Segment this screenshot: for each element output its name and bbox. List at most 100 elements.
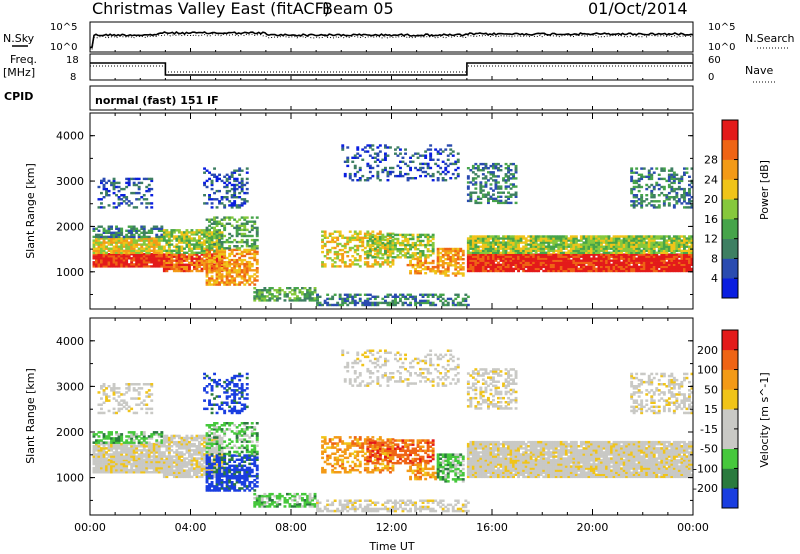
velocity-cell bbox=[145, 464, 149, 468]
power-cell bbox=[647, 241, 651, 244]
power-cell bbox=[147, 249, 151, 252]
power-cell bbox=[358, 244, 362, 248]
power-cell bbox=[667, 267, 671, 271]
velocity-cell bbox=[142, 458, 146, 462]
power-cell bbox=[690, 185, 693, 189]
power-cell bbox=[203, 241, 206, 244]
power-cell bbox=[617, 269, 621, 273]
power-cell bbox=[431, 241, 435, 245]
power-cell bbox=[333, 253, 337, 256]
power-cell bbox=[662, 253, 666, 256]
power-cell bbox=[630, 251, 634, 254]
power-cell bbox=[198, 261, 201, 264]
power-cell bbox=[688, 237, 691, 240]
power-cell bbox=[564, 237, 568, 240]
power-cell bbox=[431, 261, 435, 265]
power-cell bbox=[125, 265, 129, 268]
power-cell bbox=[162, 255, 166, 258]
power-cell bbox=[567, 261, 571, 264]
power-cell bbox=[203, 181, 206, 185]
power-cell bbox=[542, 245, 546, 248]
power-cell bbox=[298, 299, 302, 302]
power-cell bbox=[203, 202, 206, 205]
power-cell bbox=[414, 270, 417, 273]
power-cell bbox=[195, 241, 199, 244]
power-cell bbox=[519, 265, 523, 269]
power-cell bbox=[574, 259, 578, 262]
power-cell bbox=[336, 236, 340, 239]
power-cell bbox=[431, 172, 435, 176]
power-cell bbox=[466, 249, 470, 252]
power-cell bbox=[416, 263, 420, 267]
power-cell bbox=[620, 255, 623, 258]
power-cell bbox=[499, 269, 503, 273]
power-cell bbox=[660, 257, 664, 260]
power-cell bbox=[670, 255, 674, 258]
power-cell bbox=[343, 293, 347, 296]
velocity-cell bbox=[115, 466, 118, 470]
power-cell bbox=[356, 156, 360, 159]
power-cell bbox=[321, 238, 324, 242]
power-cell bbox=[426, 164, 430, 168]
power-cell bbox=[592, 241, 596, 244]
power-cell bbox=[424, 261, 428, 265]
velocity-cell bbox=[97, 460, 101, 464]
power-cell bbox=[650, 239, 654, 242]
velocity-cell bbox=[92, 451, 96, 454]
power-cell bbox=[253, 254, 257, 258]
power-cell bbox=[122, 259, 126, 262]
power-cell bbox=[193, 231, 196, 234]
power-cell bbox=[677, 187, 681, 191]
power-cell bbox=[135, 243, 139, 246]
power-cell bbox=[336, 244, 340, 248]
power-cell bbox=[404, 297, 407, 301]
power-cell bbox=[662, 255, 666, 258]
power-cell bbox=[363, 234, 367, 237]
power-cell bbox=[652, 200, 656, 203]
power-cell bbox=[273, 295, 277, 298]
power-cell bbox=[213, 234, 216, 238]
power-cell bbox=[554, 245, 558, 248]
power-cell bbox=[318, 295, 322, 298]
power-cell bbox=[642, 247, 646, 250]
power-cell bbox=[642, 255, 646, 258]
power-cell bbox=[353, 295, 357, 298]
velocity-cell bbox=[95, 471, 98, 474]
power-cell bbox=[384, 144, 387, 147]
power-cell bbox=[371, 144, 375, 147]
power-cell bbox=[238, 167, 242, 170]
power-cell bbox=[622, 265, 626, 269]
power-cell bbox=[652, 249, 656, 252]
power-cell bbox=[278, 297, 282, 300]
power-cell bbox=[655, 206, 659, 209]
power-cell bbox=[346, 158, 350, 161]
power-cell bbox=[509, 177, 513, 180]
power-cell bbox=[431, 179, 435, 182]
velocity-cell bbox=[137, 460, 141, 464]
power-cell bbox=[456, 158, 460, 161]
power-cell bbox=[411, 235, 415, 239]
power-cell bbox=[293, 299, 297, 302]
power-cell bbox=[487, 257, 490, 260]
power-cell bbox=[647, 257, 651, 260]
power-cell bbox=[343, 244, 347, 248]
velocity-cell bbox=[117, 471, 121, 474]
power-cell bbox=[409, 295, 412, 298]
power-cell bbox=[456, 295, 460, 298]
power-cell bbox=[522, 255, 526, 258]
power-cell bbox=[112, 185, 116, 189]
power-cell bbox=[474, 241, 478, 244]
power-cell bbox=[190, 257, 194, 260]
power-cell bbox=[612, 261, 616, 264]
power-cell bbox=[642, 251, 646, 254]
power-cell bbox=[117, 247, 121, 250]
power-cell bbox=[218, 231, 221, 234]
power-cell bbox=[180, 241, 184, 244]
power-cell bbox=[127, 181, 131, 185]
power-cell bbox=[587, 253, 591, 256]
power-cell bbox=[552, 253, 556, 256]
power-cell bbox=[102, 196, 106, 199]
power-cell bbox=[336, 303, 340, 307]
power-cell bbox=[414, 152, 417, 155]
power-cell bbox=[509, 255, 513, 258]
